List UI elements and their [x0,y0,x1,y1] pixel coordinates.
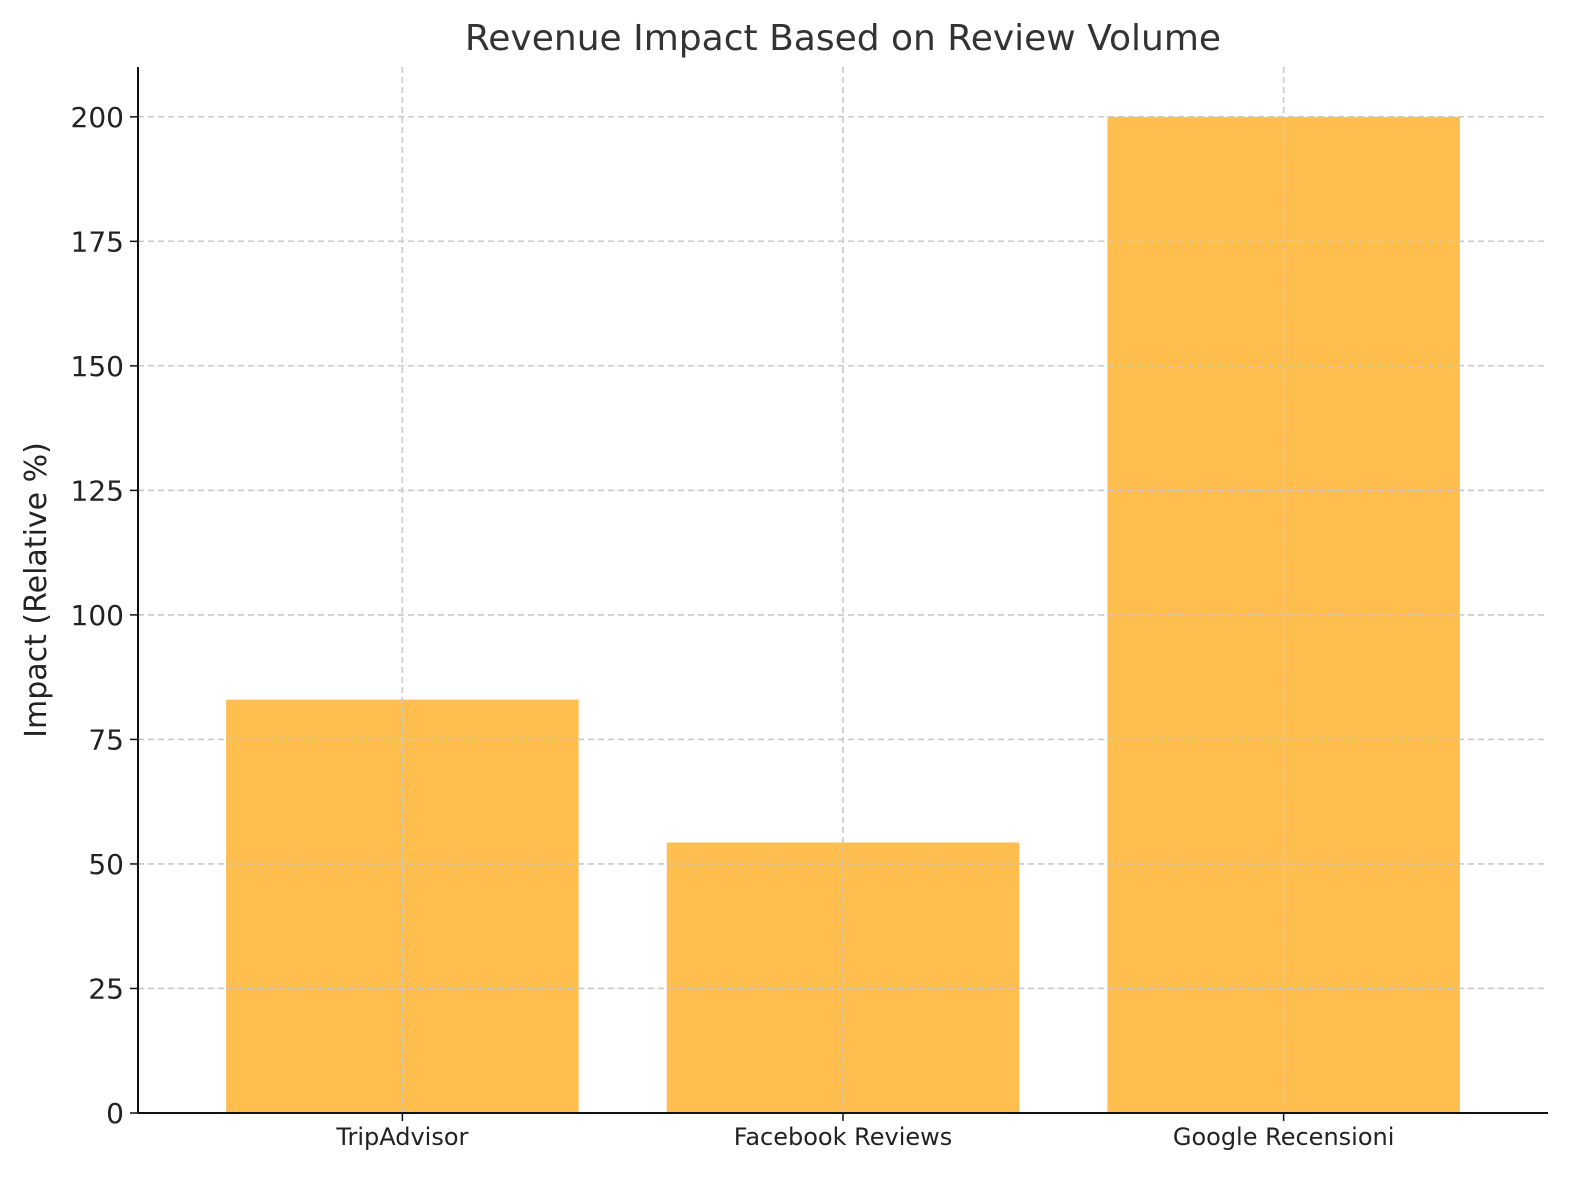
x-tick-label: Facebook Reviews [734,1123,953,1151]
y-tick-label: 150 [71,350,124,383]
y-tick-label: 200 [71,101,124,134]
y-tick-label: 125 [71,474,124,507]
y-tick-label: 175 [71,225,124,258]
y-tick-label: 25 [88,972,124,1005]
x-tick-label: TripAdvisor [335,1123,468,1151]
x-tick-label: Google Recensioni [1173,1123,1395,1151]
y-axis-label: Impact (Relative %) [19,442,54,738]
axes [130,67,1548,1121]
tick-labels: 0 25 50 75 100 125 150 175 200 TripAdvisor Faceboo… [71,101,1395,1151]
y-tick-label: 75 [88,723,124,756]
y-tick-label: 50 [88,848,124,881]
y-tick-label: 0 [106,1097,124,1130]
y-tick-label: 100 [71,599,124,632]
bars [138,67,1548,1114]
chart-title: Revenue Impact Based on Review Volume [465,18,1221,59]
